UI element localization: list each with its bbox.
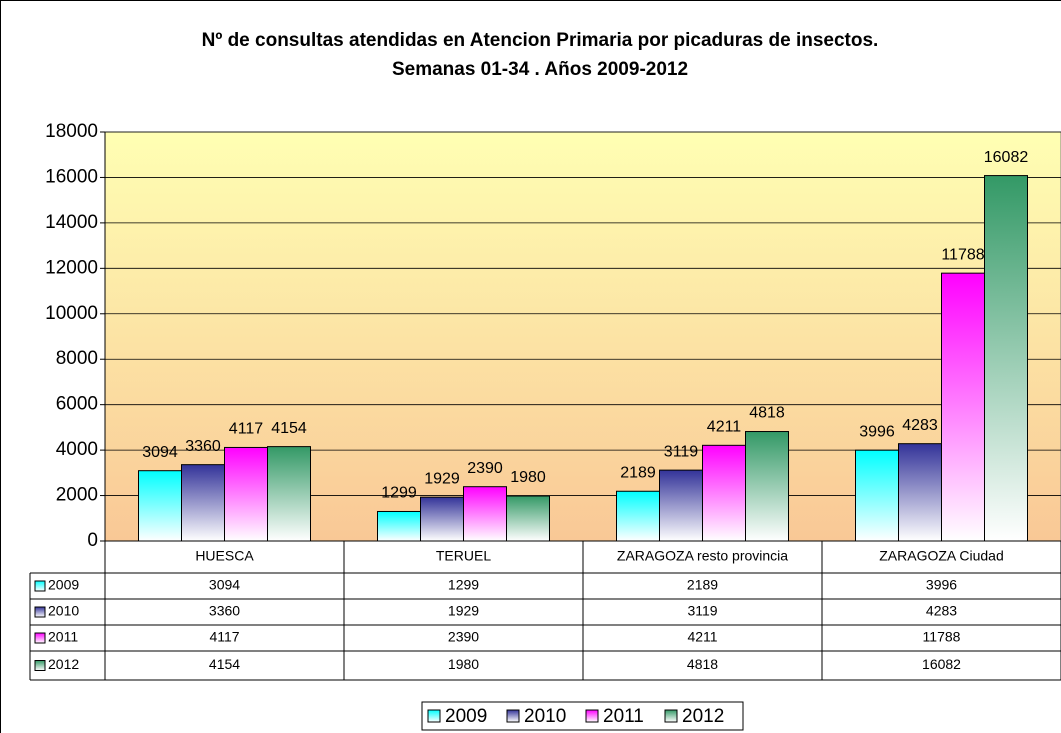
bar: [506, 495, 550, 542]
y-tick-label: 18000: [45, 121, 98, 142]
legend-key: [506, 709, 520, 723]
table-cell: 3119: [687, 603, 717, 619]
y-tick-label: 14000: [45, 212, 98, 233]
data-label: 1299: [381, 485, 417, 502]
table-cell: 4211: [687, 629, 717, 645]
y-tick-label: 12000: [45, 257, 98, 278]
data-label: 4818: [749, 405, 785, 422]
data-label: 1980: [510, 469, 546, 486]
data-label: 3996: [859, 423, 895, 440]
table-cell: 1299: [448, 577, 479, 593]
table-cell: 4117: [209, 629, 239, 645]
y-tick-label: 2000: [56, 485, 98, 506]
bar: [745, 431, 789, 542]
bar: [941, 272, 985, 542]
table-series-name: 2009: [48, 577, 79, 593]
data-label: 1929: [424, 470, 460, 487]
y-tick-label: 16000: [45, 166, 98, 187]
y-tick-label: 10000: [45, 303, 98, 324]
y-tick-label: 8000: [56, 348, 98, 369]
table-cell: 4818: [687, 656, 718, 672]
legend-label: 2012: [682, 706, 724, 727]
data-label: 3119: [664, 443, 699, 460]
table-series-name: 2010: [48, 603, 79, 619]
bar: [616, 490, 660, 542]
table-legend-key: [34, 632, 46, 644]
data-label: 4283: [902, 417, 938, 434]
y-tick-label: 0: [87, 530, 98, 551]
data-label: 4211: [707, 419, 742, 436]
table-cell: 3094: [209, 577, 240, 593]
bar: [855, 449, 899, 542]
bar: [138, 470, 182, 542]
data-label: 4154: [271, 420, 307, 437]
table-series-name: 2011: [48, 629, 78, 645]
data-label: 16082: [984, 149, 1029, 166]
legend-box: [421, 701, 744, 731]
legend-key: [664, 709, 678, 723]
table-cell: 11788: [923, 629, 961, 645]
bar: [377, 510, 421, 542]
legend-key: [585, 709, 599, 723]
legend-label: 2010: [524, 706, 566, 727]
bar: [224, 446, 268, 542]
table-cell: 3996: [926, 577, 957, 593]
table-cell: 3360: [209, 603, 240, 619]
table-cell: 2390: [448, 629, 479, 645]
y-tick-label: 4000: [56, 439, 98, 460]
table-series-name: 2012: [48, 656, 79, 672]
data-label: 3360: [185, 438, 221, 455]
data-label: 4117: [229, 421, 264, 438]
bar: [984, 175, 1028, 542]
bar: [702, 444, 746, 542]
table-legend-key: [34, 580, 46, 592]
bar: [181, 464, 225, 542]
chart-title: Nº de consultas atendidas en Atencion Pr…: [201, 30, 879, 80]
legend-key: [427, 709, 441, 723]
table-cell: 1929: [448, 603, 479, 619]
table-cell: 1980: [448, 656, 479, 672]
bar: [420, 496, 464, 542]
table-cell: 16082: [922, 656, 961, 672]
table-cell: 2189: [687, 577, 718, 593]
data-label: 3094: [142, 444, 178, 461]
table-legend-key: [34, 660, 46, 671]
data-label: 2189: [620, 464, 656, 481]
x-tick-label: ZARAGOZA Ciudad: [879, 548, 1004, 564]
x-tick-label: TERUEL: [436, 548, 491, 564]
table-legend-key: [34, 606, 46, 618]
x-tick-label: HUESCA: [195, 548, 254, 564]
bar: [267, 446, 311, 542]
legend-label: 2009: [445, 706, 487, 727]
bar: [659, 469, 703, 542]
bar: [898, 443, 942, 542]
legend-label: 2011: [603, 706, 644, 727]
table-cell: 4283: [926, 603, 957, 619]
data-label: 11788: [941, 246, 984, 263]
x-tick-label: ZARAGOZA resto provincia: [617, 548, 788, 564]
bar: [463, 486, 507, 542]
data-label: 2390: [467, 460, 503, 477]
table-cell: 4154: [209, 656, 240, 672]
y-tick-label: 6000: [56, 394, 98, 415]
